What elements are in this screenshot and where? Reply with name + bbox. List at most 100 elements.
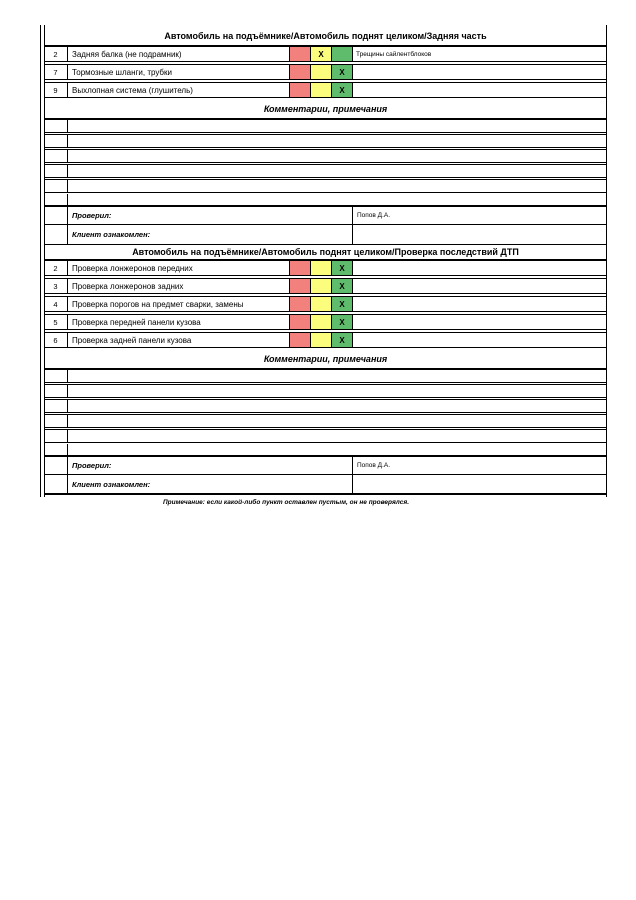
comment-row (44, 399, 607, 413)
checked-by-label: Проверил: (68, 207, 353, 224)
inspection-sheet: Автомобиль на подъёмнике/Автомобиль подн… (40, 25, 607, 497)
checked-by-row: Проверил: Попов Д.А. (44, 205, 607, 225)
status-cell-red (290, 297, 311, 311)
comment-row (44, 134, 607, 148)
client-ack-value (353, 475, 607, 493)
table-row: 6 Проверка задней панели кузова X (44, 332, 607, 348)
table-row: 2 Задняя балка (не подрамник) X Трещины … (44, 46, 607, 62)
item-number: 2 (44, 261, 68, 275)
comment-row-number-cell (44, 165, 68, 177)
item-number: 2 (44, 47, 68, 61)
comment-row (44, 149, 607, 163)
client-ack-row: Клиент ознакомлен: (44, 475, 607, 495)
item-label: Тормозные шланги, трубки (68, 65, 290, 79)
status-cell-green: X (332, 333, 353, 347)
comment-row (44, 429, 607, 443)
client-ack-value (353, 225, 607, 244)
item-number: 9 (44, 83, 68, 97)
table-row: 4 Проверка порогов на предмет сварки, за… (44, 296, 607, 312)
item-number: 5 (44, 315, 68, 329)
comments-title: Комментарии, примечания (44, 100, 607, 119)
spacer-number-cell (44, 444, 68, 455)
status-cell-red (290, 333, 311, 347)
table-right-border (606, 25, 607, 497)
item-number: 6 (44, 333, 68, 347)
status-cell-green: X (332, 279, 353, 293)
checked-by-value: Попов Д.А. (357, 212, 391, 219)
status-cell-yellow (311, 65, 332, 79)
comment-row (44, 384, 607, 398)
status-cell-green: X (332, 65, 353, 79)
spacer-number-cell (44, 194, 68, 205)
item-label: Задняя балка (не подрамник) (68, 47, 290, 61)
status-cell-yellow (311, 315, 332, 329)
item-number: 3 (44, 279, 68, 293)
comment-row-number-cell (44, 430, 68, 442)
status-cell-yellow (311, 261, 332, 275)
checked-by-label: Проверил: (68, 457, 353, 474)
status-cell-red (290, 65, 311, 79)
item-comment (353, 279, 607, 293)
comment-row (44, 414, 607, 428)
comment-row-number-cell (44, 150, 68, 162)
status-cell-yellow: X (311, 47, 332, 61)
table-row: 9 Выхлопная система (глушитель) X (44, 82, 607, 98)
item-comment (353, 261, 607, 275)
item-label: Выхлопная система (глушитель) (68, 83, 290, 97)
item-label: Проверка задней панели кузова (68, 333, 290, 347)
comments-title: Комментарии, примечания (44, 350, 607, 369)
comment-row-number-cell (44, 180, 68, 192)
sign-row-number-cell (44, 457, 68, 474)
item-label: Проверка передней панели кузова (68, 315, 290, 329)
sign-row-number-cell (44, 225, 68, 244)
comment-row-number-cell (44, 370, 68, 382)
item-label: Проверка лонжеронов задних (68, 279, 290, 293)
comment-row-number-cell (44, 135, 68, 147)
status-cell-red (290, 83, 311, 97)
client-ack-label: Клиент ознакомлен: (68, 475, 353, 493)
table-content: Автомобиль на подъёмнике/Автомобиль подн… (44, 27, 607, 495)
item-number: 4 (44, 297, 68, 311)
item-label: Проверка порогов на предмет сварки, заме… (68, 297, 290, 311)
comment-row (44, 369, 607, 383)
checked-by-value: Попов Д.А. (357, 462, 391, 469)
item-comment (353, 315, 607, 329)
status-cell-red (290, 47, 311, 61)
status-cell-green: X (332, 315, 353, 329)
status-cell-green (332, 47, 353, 61)
status-cell-yellow (311, 83, 332, 97)
status-cell-red (290, 279, 311, 293)
client-ack-label: Клиент ознакомлен: (68, 225, 353, 244)
item-number: 7 (44, 65, 68, 79)
table-row: 3 Проверка лонжеронов задних X (44, 278, 607, 294)
status-cell-green: X (332, 297, 353, 311)
status-cell-green: X (332, 83, 353, 97)
status-cell-yellow (311, 297, 332, 311)
checked-by-row: Проверил: Попов Д.А. (44, 455, 607, 475)
comment-row-number-cell (44, 385, 68, 397)
table-row: 5 Проверка передней панели кузова X (44, 314, 607, 330)
sign-row-number-cell (44, 475, 68, 493)
sign-row-number-cell (44, 207, 68, 224)
table-inner-left-border (44, 25, 45, 497)
footnote: Примечание: если какой-либо пункт оставл… (163, 499, 409, 506)
item-comment (353, 297, 607, 311)
item-comment: Трещины сайлентблоков (356, 50, 432, 58)
spacer-row (44, 444, 607, 455)
item-comment (353, 333, 607, 347)
item-comment (353, 65, 607, 79)
item-comment (353, 83, 607, 97)
section-title: Автомобиль на подъёмнике/Автомобиль подн… (44, 245, 607, 260)
status-cell-green: X (332, 261, 353, 275)
table-outer-left-border (40, 25, 41, 497)
status-cell-red (290, 261, 311, 275)
table-row: 2 Проверка лонжеронов передних X (44, 260, 607, 276)
comment-row-number-cell (44, 400, 68, 412)
comment-row-number-cell (44, 415, 68, 427)
section-title: Автомобиль на подъёмнике/Автомобиль подн… (44, 27, 607, 46)
client-ack-row: Клиент ознакомлен: (44, 225, 607, 245)
spacer-row (44, 194, 607, 205)
comment-row (44, 119, 607, 133)
table-row: 7 Тормозные шланги, трубки X (44, 64, 607, 80)
